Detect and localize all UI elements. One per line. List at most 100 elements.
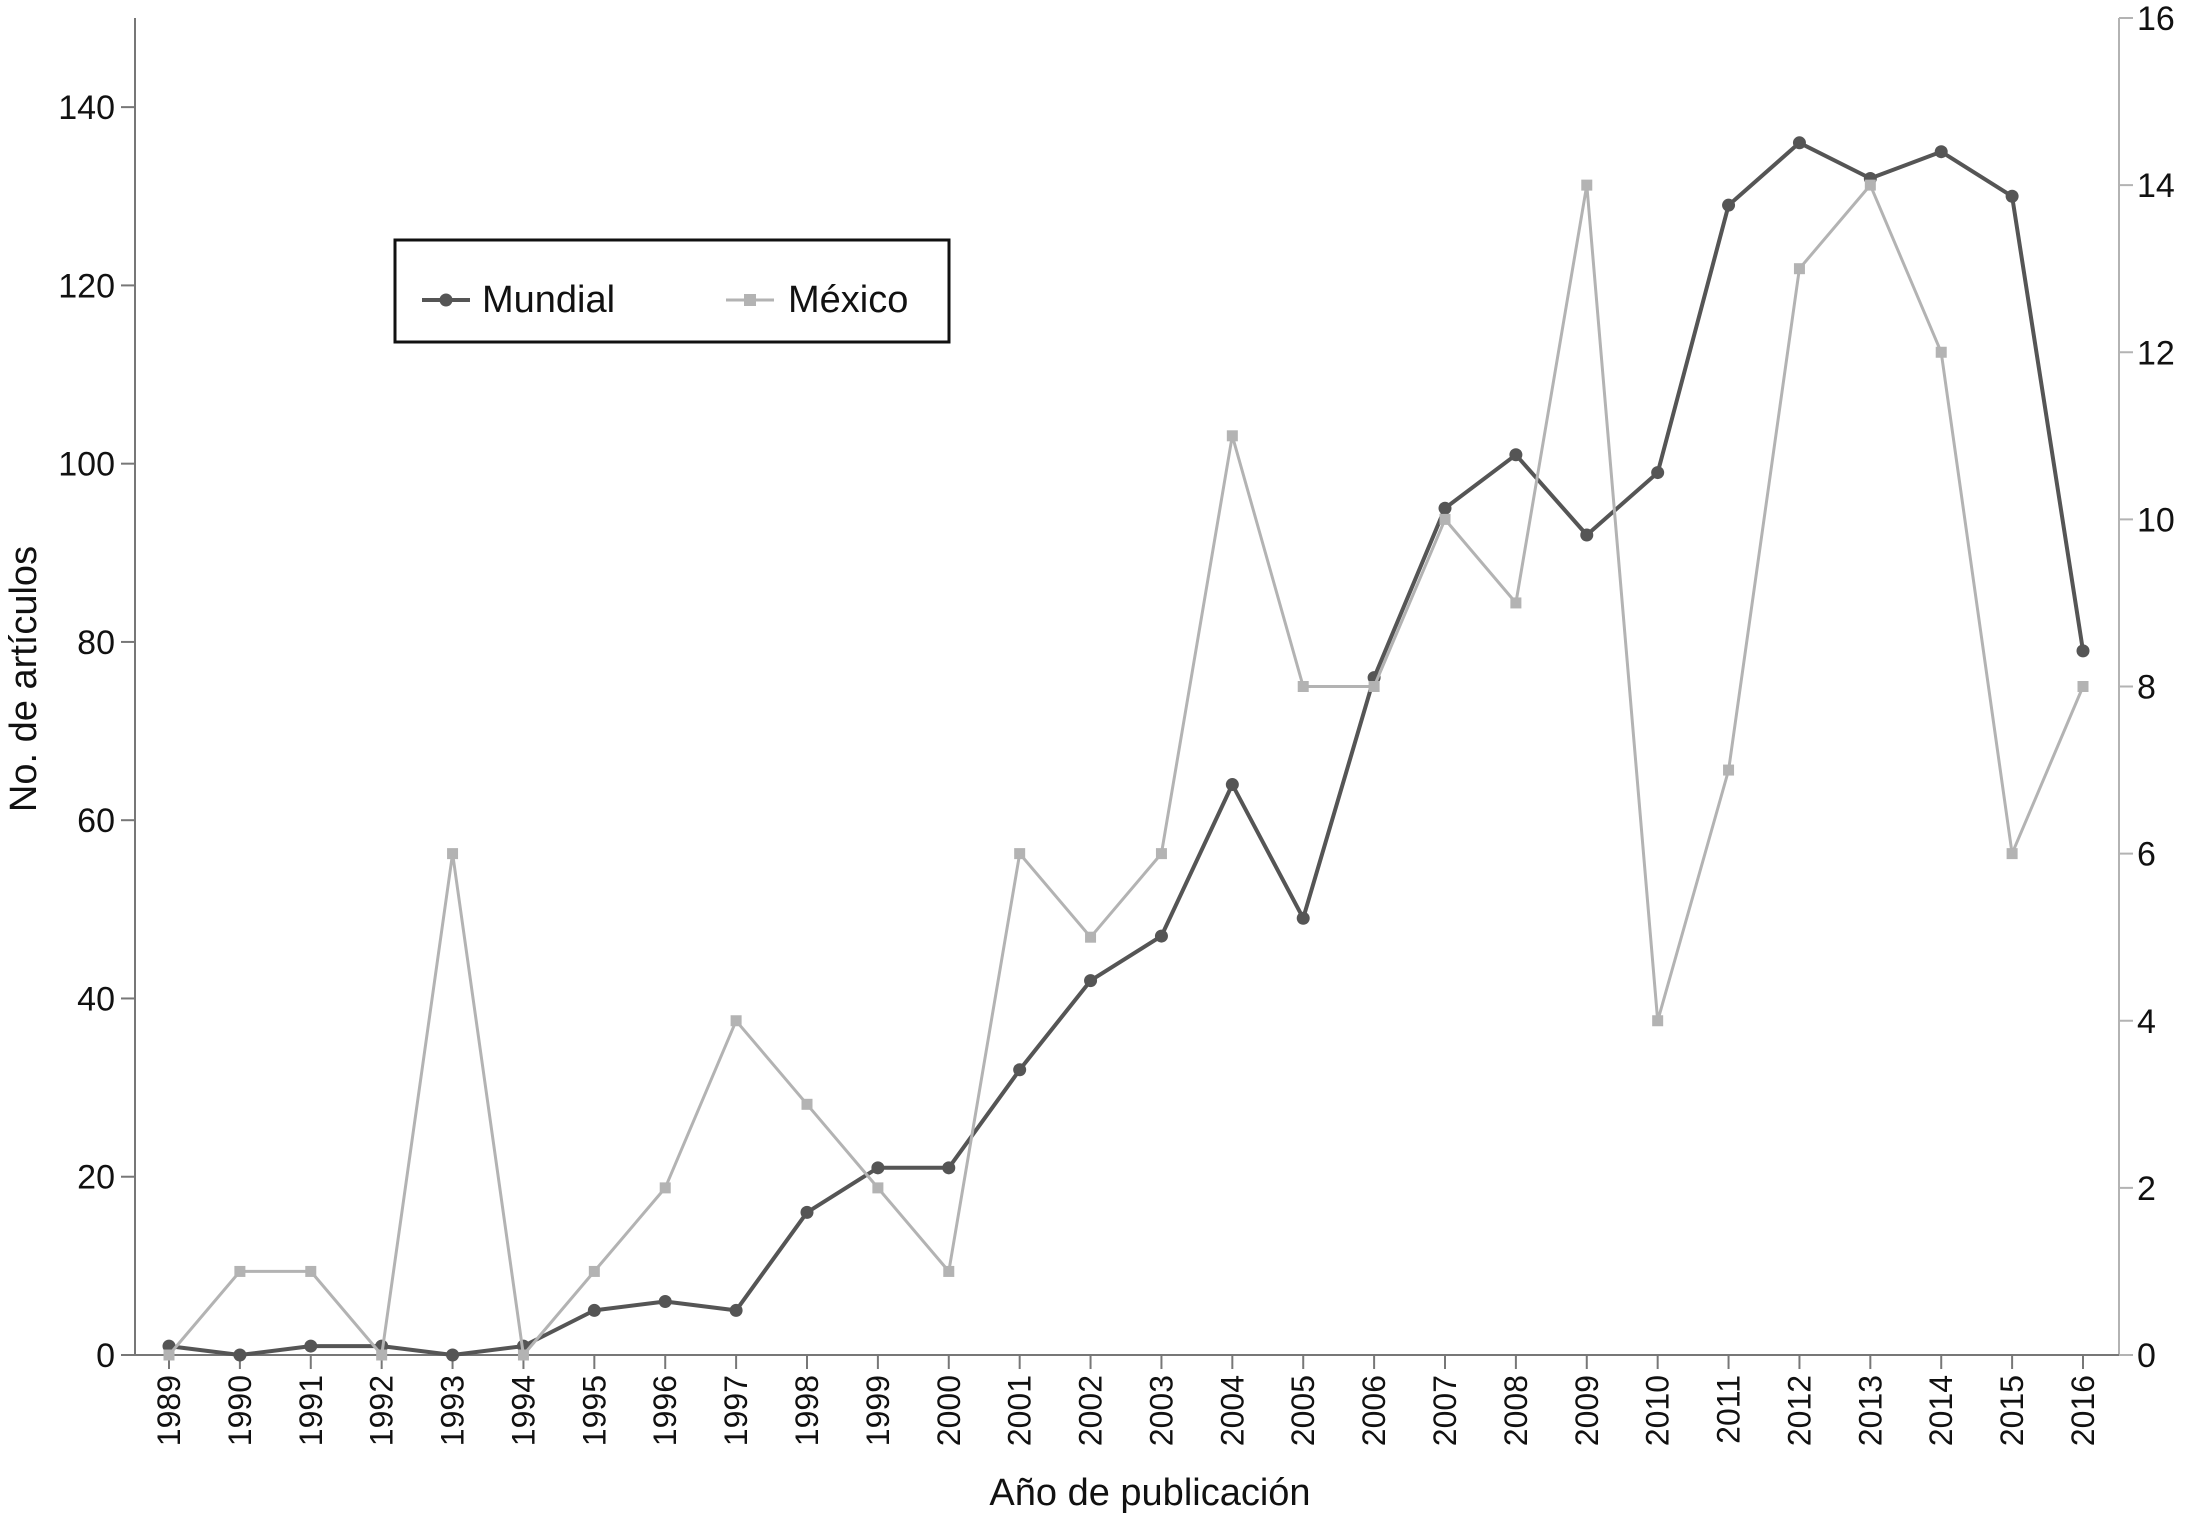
legend-mundial-marker	[439, 293, 453, 307]
y-tick-label-right: 0	[2137, 1337, 2156, 1375]
data-point-mundial	[1154, 929, 1168, 943]
x-tick-label: 2013	[1852, 1375, 1888, 1446]
x-tick-label: 1999	[860, 1375, 896, 1446]
x-tick-label: 1989	[151, 1375, 187, 1446]
data-point-mundial	[1722, 198, 1736, 212]
data-point-mexico	[730, 1015, 742, 1027]
data-point-mexico	[305, 1265, 317, 1277]
x-tick-label: 2001	[1002, 1375, 1038, 1446]
data-point-mexico	[1581, 179, 1593, 191]
data-point-mexico	[1439, 513, 1451, 525]
data-point-mundial	[2005, 189, 2019, 203]
x-tick-label: 2011	[1711, 1375, 1747, 1444]
y-tick-label-left: 40	[77, 980, 115, 1018]
data-point-mexico	[1864, 179, 1876, 191]
y-tick-label-right: 14	[2137, 167, 2175, 205]
y-tick-label-right: 6	[2137, 836, 2156, 874]
data-point-mundial	[729, 1303, 743, 1317]
x-tick-label: 2002	[1073, 1375, 1109, 1446]
x-tick-label: 2015	[1994, 1375, 2030, 1446]
x-tick-label: 1990	[222, 1375, 258, 1446]
data-point-mundial	[304, 1339, 318, 1353]
legend-box	[393, 238, 951, 344]
x-tick-label: 2005	[1285, 1375, 1321, 1446]
x-tick-label: 1991	[293, 1375, 329, 1446]
x-tick-label: 2008	[1498, 1375, 1534, 1446]
y-tick-label-left: 120	[58, 267, 115, 305]
data-point-mexico	[1085, 931, 1097, 943]
y-tick-label-left: 100	[58, 446, 115, 484]
data-point-mundial	[871, 1161, 885, 1175]
data-point-mexico	[801, 1098, 813, 1110]
x-tick-label: 2004	[1214, 1375, 1250, 1446]
data-point-mexico	[1297, 681, 1309, 692]
data-point-mexico	[872, 1182, 884, 1194]
data-point-mexico	[1014, 848, 1026, 860]
data-point-mundial	[1013, 1063, 1027, 1077]
series-line-mundial	[168, 140, 2085, 1357]
x-tick-label: 2010	[1640, 1375, 1676, 1446]
data-point-mundial	[1084, 974, 1098, 988]
data-point-mexico	[2006, 848, 2018, 860]
series-line-mexico	[167, 183, 2085, 1357]
x-tick-label: 2006	[1356, 1375, 1392, 1446]
x-tick-label: 1998	[789, 1375, 825, 1446]
x-tick-label: 2000	[931, 1375, 967, 1446]
data-point-mundial	[1296, 911, 1310, 925]
y-tick-label-right: 8	[2137, 669, 2156, 707]
y-axis-title: No. de artículos	[3, 546, 45, 812]
data-point-mundial	[233, 1348, 247, 1362]
data-point-mexico	[1793, 263, 1805, 275]
data-point-mundial	[1225, 778, 1239, 792]
axes: 0 20 40 60 80 100 120 140 0 2 4 6 8 10 12 14 16 1989 1990 1…	[58, 0, 2175, 1446]
data-point-mexico	[447, 848, 459, 860]
x-tick-label: 1997	[718, 1375, 754, 1446]
x-tick-label: 2012	[1781, 1375, 1817, 1446]
x-tick-label: 2014	[1923, 1375, 1959, 1446]
x-tick-label: 1992	[364, 1375, 400, 1446]
legend-mexico-label: México	[788, 279, 908, 321]
data-point-mundial	[587, 1303, 601, 1317]
x-tick-label: 2016	[2065, 1375, 2101, 1446]
y-tick-label-right: 12	[2137, 334, 2175, 372]
data-point-mexico	[1510, 597, 1522, 609]
data-point-mundial	[1934, 145, 1948, 159]
data-point-mexico	[1368, 681, 1380, 692]
x-axis-title: Año de publicación	[989, 1472, 1310, 1514]
x-tick-label: 1996	[647, 1375, 683, 1446]
legend-mexico-marker	[744, 294, 756, 306]
x-tick-label: 1995	[576, 1375, 612, 1446]
data-point-mexico	[163, 1349, 175, 1361]
data-point-mundial	[658, 1295, 672, 1309]
data-point-mexico	[2077, 681, 2089, 692]
y-tick-label-right: 4	[2137, 1003, 2156, 1041]
y-tick-label-left: 80	[77, 624, 115, 662]
data-point-mexico	[1652, 1015, 1664, 1027]
x-tick-label: 1994	[505, 1375, 541, 1446]
data-point-mundial	[1792, 136, 1806, 150]
data-point-mundial	[1509, 448, 1523, 462]
data-point-mexico	[376, 1349, 388, 1361]
data-point-mundial	[1651, 466, 1665, 480]
x-tick-label: 2003	[1143, 1375, 1179, 1446]
y-tick-label-left: 140	[58, 89, 115, 127]
legend-mundial-label: Mundial	[482, 279, 615, 321]
y-tick-label-right: 10	[2137, 501, 2175, 539]
data-point-mundial	[1580, 528, 1594, 542]
data-point-mexico	[234, 1265, 246, 1277]
data-point-mundial	[446, 1348, 460, 1362]
y-tick-label-left: 60	[77, 802, 115, 840]
data-point-mexico	[517, 1349, 529, 1361]
y-tick-label-right: 16	[2137, 0, 2175, 38]
data-point-mexico	[659, 1182, 671, 1194]
data-point-mexico	[588, 1265, 600, 1277]
legend: Mundial México	[393, 238, 951, 344]
y-tick-label-right: 2	[2137, 1170, 2156, 1208]
data-point-mexico	[1155, 848, 1167, 860]
data-point-mundial	[1438, 501, 1452, 515]
y-tick-label-left: 0	[96, 1337, 115, 1375]
x-tick-label: 2007	[1427, 1375, 1463, 1446]
data-point-mundial	[942, 1161, 956, 1175]
